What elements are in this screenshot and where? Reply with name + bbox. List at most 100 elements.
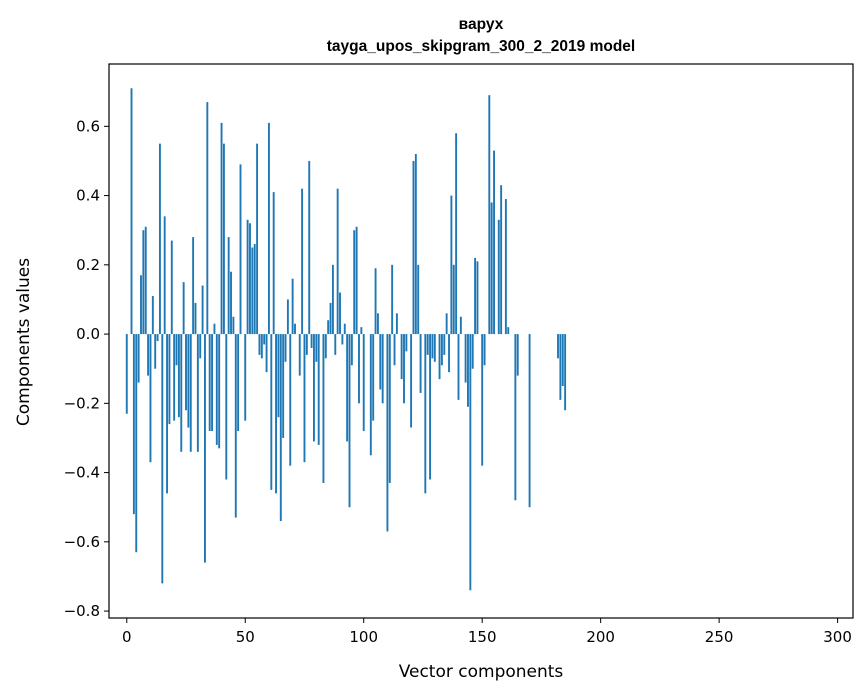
bar-40 xyxy=(220,122,223,335)
y-tick-label: −0.6 xyxy=(64,533,100,551)
bar-83 xyxy=(322,334,325,483)
bar-26 xyxy=(187,334,190,428)
bar-53 xyxy=(251,247,254,335)
bar-133 xyxy=(440,334,443,366)
bar-141 xyxy=(459,316,462,335)
bar-19 xyxy=(170,240,173,335)
x-tick-label: 100 xyxy=(349,628,378,646)
bar-47 xyxy=(237,334,240,432)
bar-35 xyxy=(208,334,211,432)
bar-15 xyxy=(161,334,164,584)
bar-91 xyxy=(341,334,344,345)
bar-144 xyxy=(467,334,469,407)
bar-16 xyxy=(163,216,166,335)
bar-184 xyxy=(561,334,564,387)
bar-160 xyxy=(504,199,507,335)
bar-94 xyxy=(348,334,351,508)
bar-44 xyxy=(230,271,232,335)
bar-20 xyxy=(173,334,176,421)
bar-18 xyxy=(168,334,171,425)
chart-title: варух xyxy=(459,16,504,33)
bar-97 xyxy=(355,226,358,335)
y-axis-label: Components values xyxy=(14,258,34,426)
bar-108 xyxy=(381,334,384,404)
bar-137 xyxy=(450,195,453,335)
bar-7 xyxy=(142,230,145,335)
bar-130 xyxy=(433,334,436,362)
bar-155 xyxy=(493,150,495,335)
bar-13 xyxy=(156,334,159,342)
bar-185 xyxy=(564,334,567,411)
bar-59 xyxy=(265,334,268,373)
y-tick-label: −0.8 xyxy=(64,602,100,620)
bar-84 xyxy=(324,334,327,359)
bar-48 xyxy=(239,164,242,335)
bar-151 xyxy=(483,334,486,366)
x-tick-label: 50 xyxy=(236,628,255,646)
bar-85 xyxy=(327,320,330,335)
y-tick-label: 0.2 xyxy=(76,256,100,274)
bar-55 xyxy=(256,143,259,335)
bar-77 xyxy=(308,160,311,335)
bar-6 xyxy=(140,275,142,335)
bar-157 xyxy=(497,219,500,335)
bar-29 xyxy=(194,302,197,335)
bar-10 xyxy=(149,334,152,463)
x-tick-label: 250 xyxy=(705,628,734,646)
bar-150 xyxy=(481,334,484,466)
bar-51 xyxy=(246,219,249,335)
bar-69 xyxy=(289,334,292,466)
bar-81 xyxy=(317,334,320,445)
bar-57 xyxy=(260,334,263,359)
bar-37 xyxy=(213,323,216,335)
bar-22 xyxy=(177,334,180,418)
bar-170 xyxy=(528,334,531,508)
x-tick-label: 300 xyxy=(823,628,852,646)
bar-93 xyxy=(346,334,349,442)
bar-34 xyxy=(206,102,209,335)
bar-28 xyxy=(192,237,195,335)
bar-67 xyxy=(284,334,287,362)
bar-68 xyxy=(286,299,289,335)
bar-143 xyxy=(464,334,467,383)
bar-145 xyxy=(469,334,472,591)
bar-136 xyxy=(448,334,450,373)
bar-128 xyxy=(429,334,432,480)
bar-38 xyxy=(215,334,218,445)
bar-23 xyxy=(180,334,183,452)
bar-121 xyxy=(412,160,415,335)
bar-107 xyxy=(379,334,382,390)
bar-95 xyxy=(350,334,353,366)
bar-165 xyxy=(516,334,519,376)
bar-2 xyxy=(130,88,133,335)
y-tick-label: −0.4 xyxy=(64,464,100,482)
bar-11 xyxy=(151,295,154,335)
bar-5 xyxy=(137,334,140,383)
bar-12 xyxy=(154,334,157,369)
bar-112 xyxy=(391,264,394,335)
bar-148 xyxy=(476,261,479,335)
bar-114 xyxy=(395,313,398,335)
bar-124 xyxy=(419,334,422,393)
bar-8 xyxy=(144,226,147,335)
plot-frame xyxy=(108,63,854,619)
bar-92 xyxy=(343,323,346,335)
bar-88 xyxy=(334,334,337,355)
bar-65 xyxy=(279,334,282,522)
y-axis-ticks: −0.8 −0.6 −0.4 −0.2 0.0 0.2 0.4 0.6 xyxy=(64,117,109,620)
bar-117 xyxy=(403,334,405,404)
bar-54 xyxy=(253,244,256,335)
bar-158 xyxy=(500,185,503,335)
bar-42 xyxy=(225,334,228,480)
bar-110 xyxy=(386,334,389,532)
bar-105 xyxy=(374,268,377,335)
bar-45 xyxy=(232,316,235,335)
bar-4 xyxy=(135,334,138,553)
bar-132 xyxy=(438,334,441,380)
bar-146 xyxy=(471,334,474,369)
bar-76 xyxy=(305,334,308,355)
bar-80 xyxy=(315,334,318,362)
bar-60 xyxy=(267,122,270,335)
bar-50 xyxy=(244,334,247,421)
